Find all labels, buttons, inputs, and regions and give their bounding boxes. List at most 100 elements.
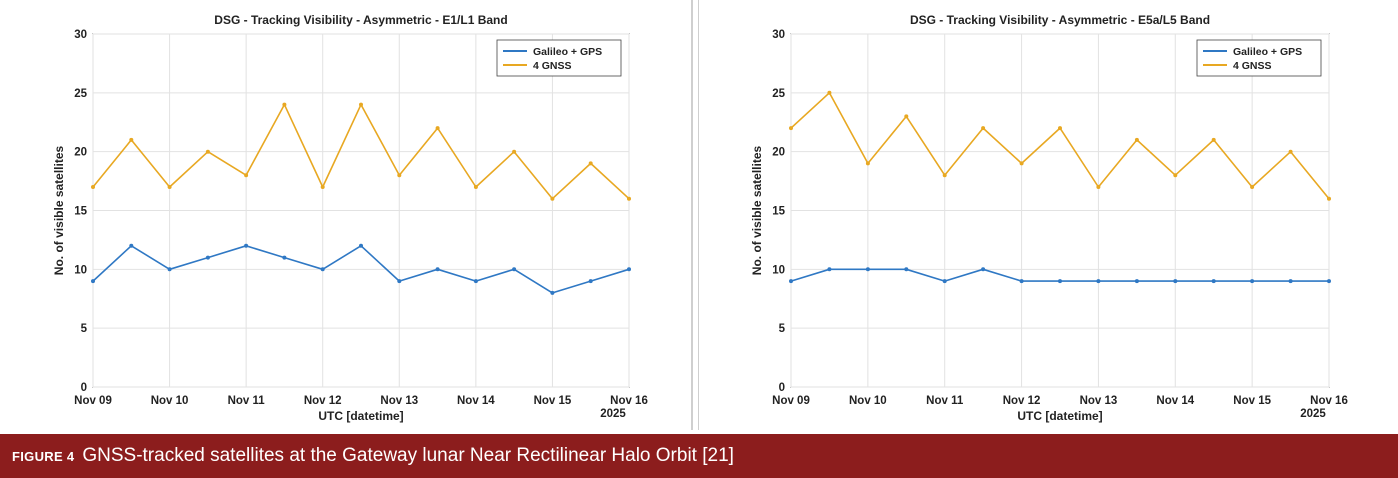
x-tick-label: Nov 10 bbox=[849, 395, 887, 407]
x-tick-label: Nov 12 bbox=[1003, 395, 1041, 407]
data-point bbox=[1173, 173, 1178, 178]
data-point bbox=[1134, 279, 1139, 284]
legend-label: 4 GNSS bbox=[533, 60, 572, 72]
x-year-label: 2025 bbox=[1300, 408, 1326, 420]
data-point bbox=[1096, 185, 1101, 189]
data-point bbox=[942, 279, 947, 284]
x-tick-label: Nov 16 bbox=[1310, 395, 1348, 407]
data-point bbox=[320, 185, 325, 189]
y-tick-label: 30 bbox=[74, 29, 87, 41]
x-tick-label: Nov 11 bbox=[228, 395, 266, 407]
data-point bbox=[244, 243, 249, 248]
legend-label: Galileo + GPS bbox=[1233, 46, 1302, 58]
data-point bbox=[588, 161, 593, 166]
x-axis-label: UTC [datetime] bbox=[1017, 409, 1102, 423]
figure-caption: FIGURE 4 GNSS-tracked satellites at the … bbox=[0, 434, 1398, 478]
data-point bbox=[91, 185, 95, 189]
data-point bbox=[473, 185, 478, 189]
data-point bbox=[1211, 279, 1216, 284]
y-tick-label: 25 bbox=[74, 88, 87, 100]
data-point bbox=[1211, 137, 1216, 142]
data-point bbox=[789, 126, 793, 131]
legend-box bbox=[496, 39, 622, 77]
data-point bbox=[129, 243, 134, 248]
y-tick-label: 0 bbox=[779, 382, 785, 394]
data-point bbox=[1173, 279, 1178, 284]
x-tick-label: Nov 14 bbox=[457, 395, 495, 407]
data-point bbox=[359, 102, 363, 107]
legend-label: 4 GNSS bbox=[1233, 60, 1272, 72]
data-point bbox=[435, 267, 440, 272]
data-point bbox=[904, 267, 909, 272]
y-tick-label: 20 bbox=[772, 147, 785, 159]
y-tick-label: 5 bbox=[779, 323, 786, 335]
legend: Galileo + GPS 4 GNSS bbox=[496, 39, 622, 77]
y-tick-label: 20 bbox=[74, 147, 87, 159]
data-point bbox=[167, 185, 172, 189]
data-point bbox=[1019, 161, 1024, 166]
data-point bbox=[789, 279, 793, 284]
figure-label: FIGURE 4 bbox=[12, 448, 75, 464]
data-point bbox=[512, 267, 517, 272]
data-point bbox=[205, 149, 210, 154]
data-point bbox=[91, 279, 95, 284]
y-tick-label: 25 bbox=[772, 88, 785, 100]
legend-label: Galileo + GPS bbox=[533, 46, 602, 58]
data-point bbox=[865, 267, 870, 272]
data-point bbox=[827, 267, 832, 272]
x-tick-label: Nov 11 bbox=[926, 395, 964, 407]
data-point bbox=[1327, 196, 1331, 201]
y-tick-label: 0 bbox=[81, 382, 87, 394]
y-tick-label: 15 bbox=[772, 206, 785, 218]
data-point bbox=[205, 255, 210, 260]
chart-panel-e1-l1: DSG - Tracking Visibility - Asymmetric -… bbox=[0, 0, 693, 430]
x-tick-label: Nov 15 bbox=[1233, 395, 1271, 407]
data-point bbox=[981, 126, 986, 131]
chart-e1-l1: DSG - Tracking Visibility - Asymmetric -… bbox=[52, 13, 648, 423]
x-tick-label: Nov 15 bbox=[534, 395, 572, 407]
x-tick-label: Nov 12 bbox=[304, 395, 342, 407]
data-point bbox=[588, 279, 593, 284]
x-tick-label: Nov 09 bbox=[74, 395, 112, 407]
y-axis-label: No. of visible satellites bbox=[52, 145, 66, 275]
chart-e5a-l5: DSG - Tracking Visibility - Asymmetric -… bbox=[750, 13, 1348, 423]
figure-caption-text: GNSS-tracked satellites at the Gateway l… bbox=[82, 445, 734, 466]
data-point bbox=[827, 90, 832, 95]
y-tick-label: 5 bbox=[81, 323, 88, 335]
x-axis-label: UTC [datetime] bbox=[318, 409, 403, 423]
y-axis-label: No. of visible satellites bbox=[750, 145, 764, 275]
data-point bbox=[981, 267, 986, 272]
data-point bbox=[397, 173, 402, 178]
data-point bbox=[282, 255, 287, 260]
data-point bbox=[167, 267, 172, 272]
data-point bbox=[942, 173, 947, 178]
chart-title: DSG - Tracking Visibility - Asymmetric -… bbox=[214, 13, 507, 27]
x-tick-label: Nov 16 bbox=[610, 395, 648, 407]
y-tick-label: 10 bbox=[772, 264, 785, 276]
data-point bbox=[512, 149, 517, 154]
x-tick-label: Nov 09 bbox=[772, 395, 810, 407]
data-point bbox=[1327, 279, 1331, 284]
data-point bbox=[129, 137, 134, 142]
data-point bbox=[550, 290, 555, 295]
data-point bbox=[627, 196, 631, 201]
y-tick-label: 10 bbox=[74, 264, 87, 276]
chart-title: DSG - Tracking Visibility - Asymmetric -… bbox=[910, 13, 1210, 27]
data-point bbox=[1019, 279, 1024, 284]
data-point bbox=[397, 279, 402, 284]
data-point bbox=[320, 267, 325, 272]
y-tick-label: 15 bbox=[74, 206, 87, 218]
data-point bbox=[359, 243, 363, 248]
x-tick-label: Nov 13 bbox=[380, 395, 418, 407]
data-point bbox=[1058, 279, 1062, 284]
data-point bbox=[1288, 279, 1293, 284]
data-point bbox=[1288, 149, 1293, 154]
legend: Galileo + GPS 4 GNSS bbox=[1196, 39, 1322, 77]
data-point bbox=[435, 126, 440, 131]
data-point bbox=[244, 173, 249, 178]
data-point bbox=[282, 102, 287, 107]
data-point bbox=[1058, 126, 1062, 131]
y-tick-label: 30 bbox=[772, 29, 785, 41]
x-year-label: 2025 bbox=[600, 408, 626, 420]
x-tick-label: Nov 10 bbox=[151, 395, 189, 407]
